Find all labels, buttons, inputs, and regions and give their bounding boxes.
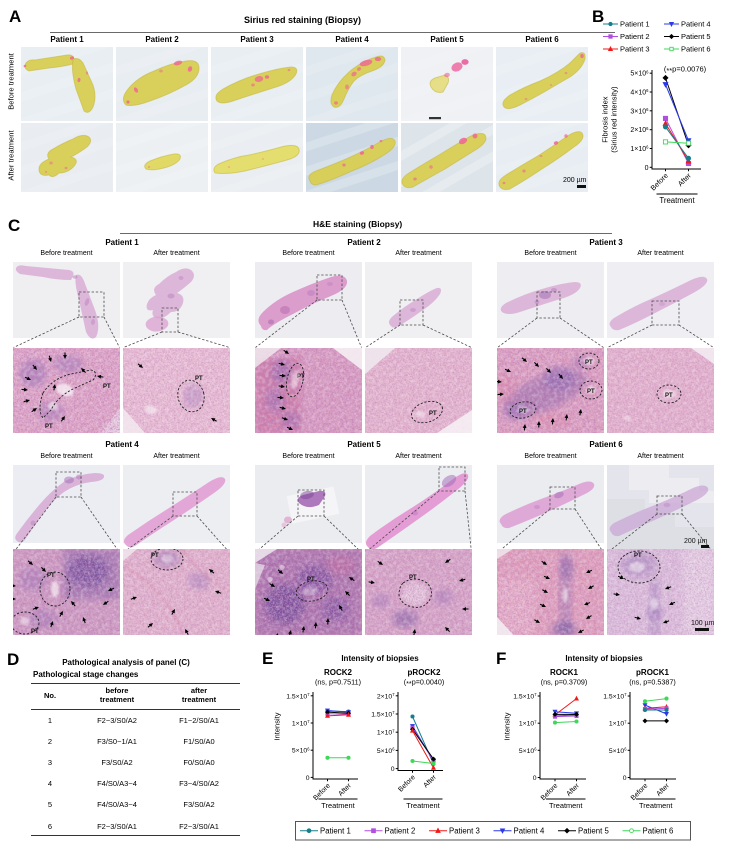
svg-text:1×107: 1×107: [377, 728, 395, 736]
svg-text:(**p=0.0076): (**p=0.0076): [664, 65, 707, 76]
svg-text:Treatment: Treatment: [406, 801, 439, 810]
svg-text:Patient 2: Patient 2: [620, 32, 650, 41]
svg-text:ROCK1: ROCK1: [550, 668, 579, 677]
svg-text:Patient 2: Patient 2: [385, 826, 416, 835]
svg-text:After: After: [423, 774, 439, 790]
svg-text:PT: PT: [45, 424, 53, 430]
svg-text:0: 0: [306, 775, 310, 782]
svg-text:(**p=0.0040): (**p=0.0040): [404, 678, 445, 689]
svg-text:PT: PT: [195, 376, 203, 382]
svg-text:PT: PT: [585, 360, 593, 366]
svg-text:Treatment: Treatment: [659, 196, 695, 205]
svg-text:Patient 4: Patient 4: [514, 826, 545, 835]
svg-text:1.5×107: 1.5×107: [603, 692, 627, 700]
svg-text:Patient 3: Patient 3: [449, 826, 480, 835]
svg-text:1.5×107: 1.5×107: [371, 710, 395, 718]
svg-text:0: 0: [622, 775, 626, 782]
svg-text:(ns, p=0.5387): (ns, p=0.5387): [629, 678, 676, 687]
svg-text:PT: PT: [519, 409, 527, 415]
svg-text:After: After: [655, 782, 671, 798]
svg-text:PT: PT: [307, 577, 315, 583]
svg-text:PT: PT: [47, 573, 55, 579]
svg-text:After: After: [338, 782, 354, 798]
svg-text:5×106: 5×106: [292, 746, 310, 754]
svg-text:Treatment: Treatment: [639, 801, 672, 810]
svg-text:0: 0: [533, 775, 537, 782]
svg-text:100 µm: 100 µm: [691, 620, 714, 627]
svg-text:Patient 6: Patient 6: [681, 45, 711, 54]
svg-text:PT: PT: [31, 629, 39, 635]
svg-text:2×107: 2×107: [377, 692, 395, 700]
svg-text:(ns, p=0.3709): (ns, p=0.3709): [541, 678, 588, 687]
svg-text:1×106: 1×106: [630, 145, 649, 153]
svg-text:1×107: 1×107: [519, 719, 537, 727]
svg-text:200 µm: 200 µm: [684, 538, 708, 545]
svg-text:1.5×107: 1.5×107: [286, 692, 310, 700]
svg-text:Patient 5: Patient 5: [578, 826, 609, 835]
svg-text:1×107: 1×107: [608, 719, 626, 727]
svg-text:PT: PT: [634, 553, 642, 559]
svg-text:PT: PT: [665, 393, 673, 399]
svg-text:5×106: 5×106: [608, 746, 626, 754]
svg-text:After: After: [676, 171, 694, 189]
svg-text:Patient 4: Patient 4: [681, 20, 711, 29]
svg-text:0: 0: [645, 165, 649, 172]
svg-text:Patient 5: Patient 5: [681, 32, 711, 41]
svg-text:5×106: 5×106: [377, 747, 395, 755]
svg-text:After: After: [566, 782, 582, 798]
svg-text:(ns, p=0.7511): (ns, p=0.7511): [315, 678, 361, 687]
svg-text:2×106: 2×106: [630, 126, 649, 134]
svg-text:Before: Before: [649, 171, 670, 192]
svg-text:Patient 1: Patient 1: [320, 826, 351, 835]
svg-text:Before: Before: [397, 774, 417, 794]
svg-text:PT: PT: [587, 389, 595, 395]
svg-text:5×106: 5×106: [519, 746, 537, 754]
svg-text:pROCK1: pROCK1: [636, 668, 669, 677]
svg-text:PT: PT: [429, 411, 437, 417]
svg-text:PT: PT: [103, 384, 111, 390]
svg-text:ROCK2: ROCK2: [324, 668, 353, 677]
svg-text:3×106: 3×106: [630, 107, 649, 115]
svg-text:Treatment: Treatment: [321, 801, 354, 810]
svg-text:Patient 1: Patient 1: [620, 20, 650, 29]
svg-text:0: 0: [391, 766, 395, 773]
svg-text:PT: PT: [151, 553, 159, 559]
svg-text:Patient 3: Patient 3: [620, 45, 650, 54]
svg-text:pROCK2: pROCK2: [408, 668, 441, 677]
svg-text:PT: PT: [409, 575, 417, 581]
svg-text:Treatment: Treatment: [549, 801, 582, 810]
svg-text:PT: PT: [297, 374, 305, 380]
svg-text:4×106: 4×106: [630, 88, 649, 96]
svg-text:1×107: 1×107: [292, 719, 310, 727]
svg-text:1.5×107: 1.5×107: [513, 692, 537, 700]
svg-text:Patient 6: Patient 6: [643, 826, 674, 835]
svg-text:5×106: 5×106: [630, 69, 649, 77]
